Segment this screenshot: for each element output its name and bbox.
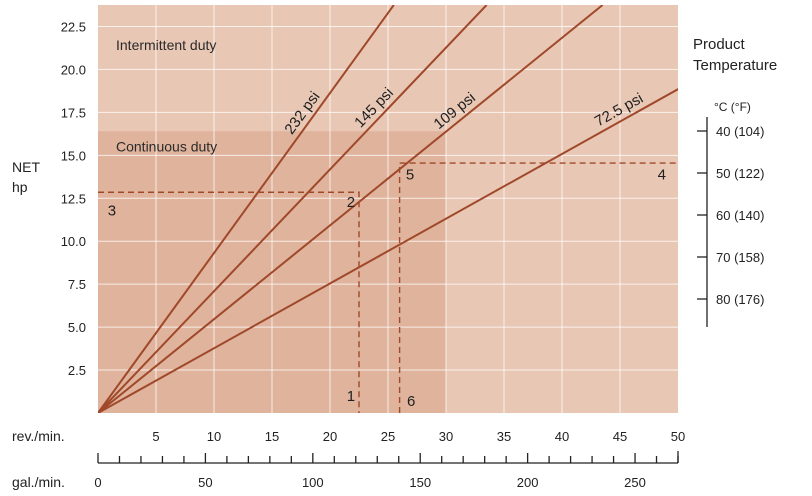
y-tick-label: 12.5 xyxy=(61,191,86,206)
y-tick-label: 22.5 xyxy=(61,19,86,34)
x-tick-label: 10 xyxy=(207,429,221,444)
y-tick-label: 2.5 xyxy=(68,363,86,378)
guide-line xyxy=(398,162,678,413)
temperature-title-line1: Product xyxy=(693,36,746,53)
temperature-unit: °C (°F) xyxy=(714,100,751,114)
y-tick-label: 5.0 xyxy=(68,320,86,335)
x-axis-label-rev: rev./min. xyxy=(12,428,65,444)
y-axis-label-hp: hp xyxy=(12,179,28,195)
temperature-label: 40 (104) xyxy=(716,124,764,139)
x-tick-label: 35 xyxy=(497,429,511,444)
y-tick-label: 17.5 xyxy=(61,105,86,120)
temperature-label: 70 (158) xyxy=(716,250,764,265)
gal-tick-label: 250 xyxy=(624,475,646,490)
temperature-label: 60 (140) xyxy=(716,208,764,223)
gal-tick-label: 150 xyxy=(409,475,431,490)
temperature-title-line2: Temperature xyxy=(693,57,777,74)
y-tick-label: 20.0 xyxy=(61,62,86,77)
region-label: Continuous duty xyxy=(116,138,217,154)
y-tick-label: 10.0 xyxy=(61,234,86,249)
gal-tick-label: 50 xyxy=(198,475,212,490)
x-axis-label-gal: gal./min. xyxy=(12,474,65,490)
x-tick-label: 40 xyxy=(555,429,569,444)
series-line xyxy=(98,5,395,413)
x-tick-label: 50 xyxy=(671,429,685,444)
y-axis-label-net: NET xyxy=(12,159,40,175)
x-tick-label: 45 xyxy=(613,429,627,444)
x-tick-label: 5 xyxy=(152,429,159,444)
temperature-label: 80 (176) xyxy=(716,292,764,307)
x-tick-label: 20 xyxy=(323,429,337,444)
series-line xyxy=(98,5,604,413)
point-label: 3 xyxy=(108,202,116,219)
point-label: 6 xyxy=(407,393,415,410)
x-tick-label: 30 xyxy=(439,429,453,444)
guide-line xyxy=(98,191,360,413)
point-label: 4 xyxy=(658,166,666,183)
gal-tick-label: 200 xyxy=(517,475,539,490)
gal-tick-label: 100 xyxy=(302,475,324,490)
temperature-label: 50 (122) xyxy=(716,166,764,181)
point-label: 1 xyxy=(347,388,355,405)
x-tick-label: 15 xyxy=(265,429,279,444)
y-tick-label: 7.5 xyxy=(68,277,86,292)
point-label: 5 xyxy=(406,166,414,183)
y-tick-label: 15.0 xyxy=(61,148,86,163)
series-line xyxy=(98,88,678,413)
gal-tick-label: 0 xyxy=(94,475,101,490)
point-label: 2 xyxy=(347,194,355,211)
series-line xyxy=(98,5,488,413)
x-tick-label: 25 xyxy=(381,429,395,444)
region-label: Intermittent duty xyxy=(116,37,216,53)
